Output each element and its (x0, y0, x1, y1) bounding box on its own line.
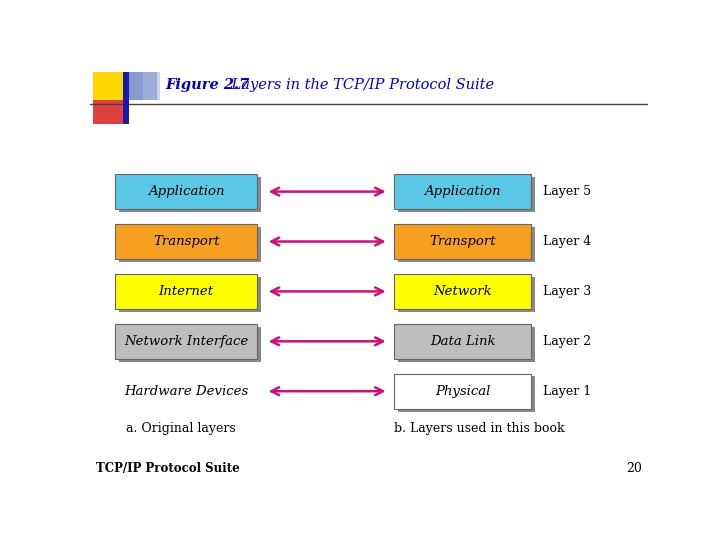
Bar (394, 174, 531, 210)
Text: Layers in the TCP/IP Protocol Suite: Layers in the TCP/IP Protocol Suite (213, 78, 494, 92)
Bar (119, 227, 261, 262)
Bar (398, 327, 535, 362)
Text: Layer 4: Layer 4 (543, 235, 591, 248)
Text: Figure 2.7: Figure 2.7 (166, 78, 250, 92)
Text: Application: Application (148, 185, 225, 198)
Text: Transport: Transport (429, 235, 496, 248)
Bar (93, 72, 124, 100)
Text: Transport: Transport (153, 235, 220, 248)
Bar (93, 98, 124, 124)
Text: Layer 2: Layer 2 (543, 335, 591, 348)
Text: a. Original layers: a. Original layers (126, 422, 236, 435)
Bar (143, 72, 160, 100)
Bar (394, 224, 531, 259)
Bar (398, 177, 535, 212)
Bar (394, 323, 531, 359)
Text: 20: 20 (626, 462, 642, 475)
Text: Physical: Physical (435, 384, 490, 397)
Text: Network: Network (433, 285, 492, 298)
Bar (115, 174, 258, 210)
Text: Layer 1: Layer 1 (543, 384, 591, 397)
Text: b. Layers used in this book: b. Layers used in this book (394, 422, 564, 435)
Text: TCP/IP Protocol Suite: TCP/IP Protocol Suite (96, 462, 239, 475)
Text: Layer 3: Layer 3 (543, 285, 591, 298)
Text: Application: Application (424, 185, 500, 198)
Bar (124, 72, 129, 124)
Bar (115, 274, 258, 309)
Bar (124, 72, 157, 100)
Bar (394, 374, 531, 409)
Text: Data Link: Data Link (430, 335, 495, 348)
Text: Internet: Internet (158, 285, 214, 298)
Bar (115, 224, 258, 259)
Bar (394, 274, 531, 309)
Bar (119, 177, 261, 212)
Bar (119, 276, 261, 312)
Bar (398, 376, 535, 412)
Bar (398, 276, 535, 312)
Bar (119, 327, 261, 362)
Bar (115, 323, 258, 359)
Text: Layer 5: Layer 5 (543, 185, 591, 198)
Text: Network Interface: Network Interface (124, 335, 248, 348)
Bar (398, 227, 535, 262)
Text: Hardware Devices: Hardware Devices (124, 384, 248, 397)
